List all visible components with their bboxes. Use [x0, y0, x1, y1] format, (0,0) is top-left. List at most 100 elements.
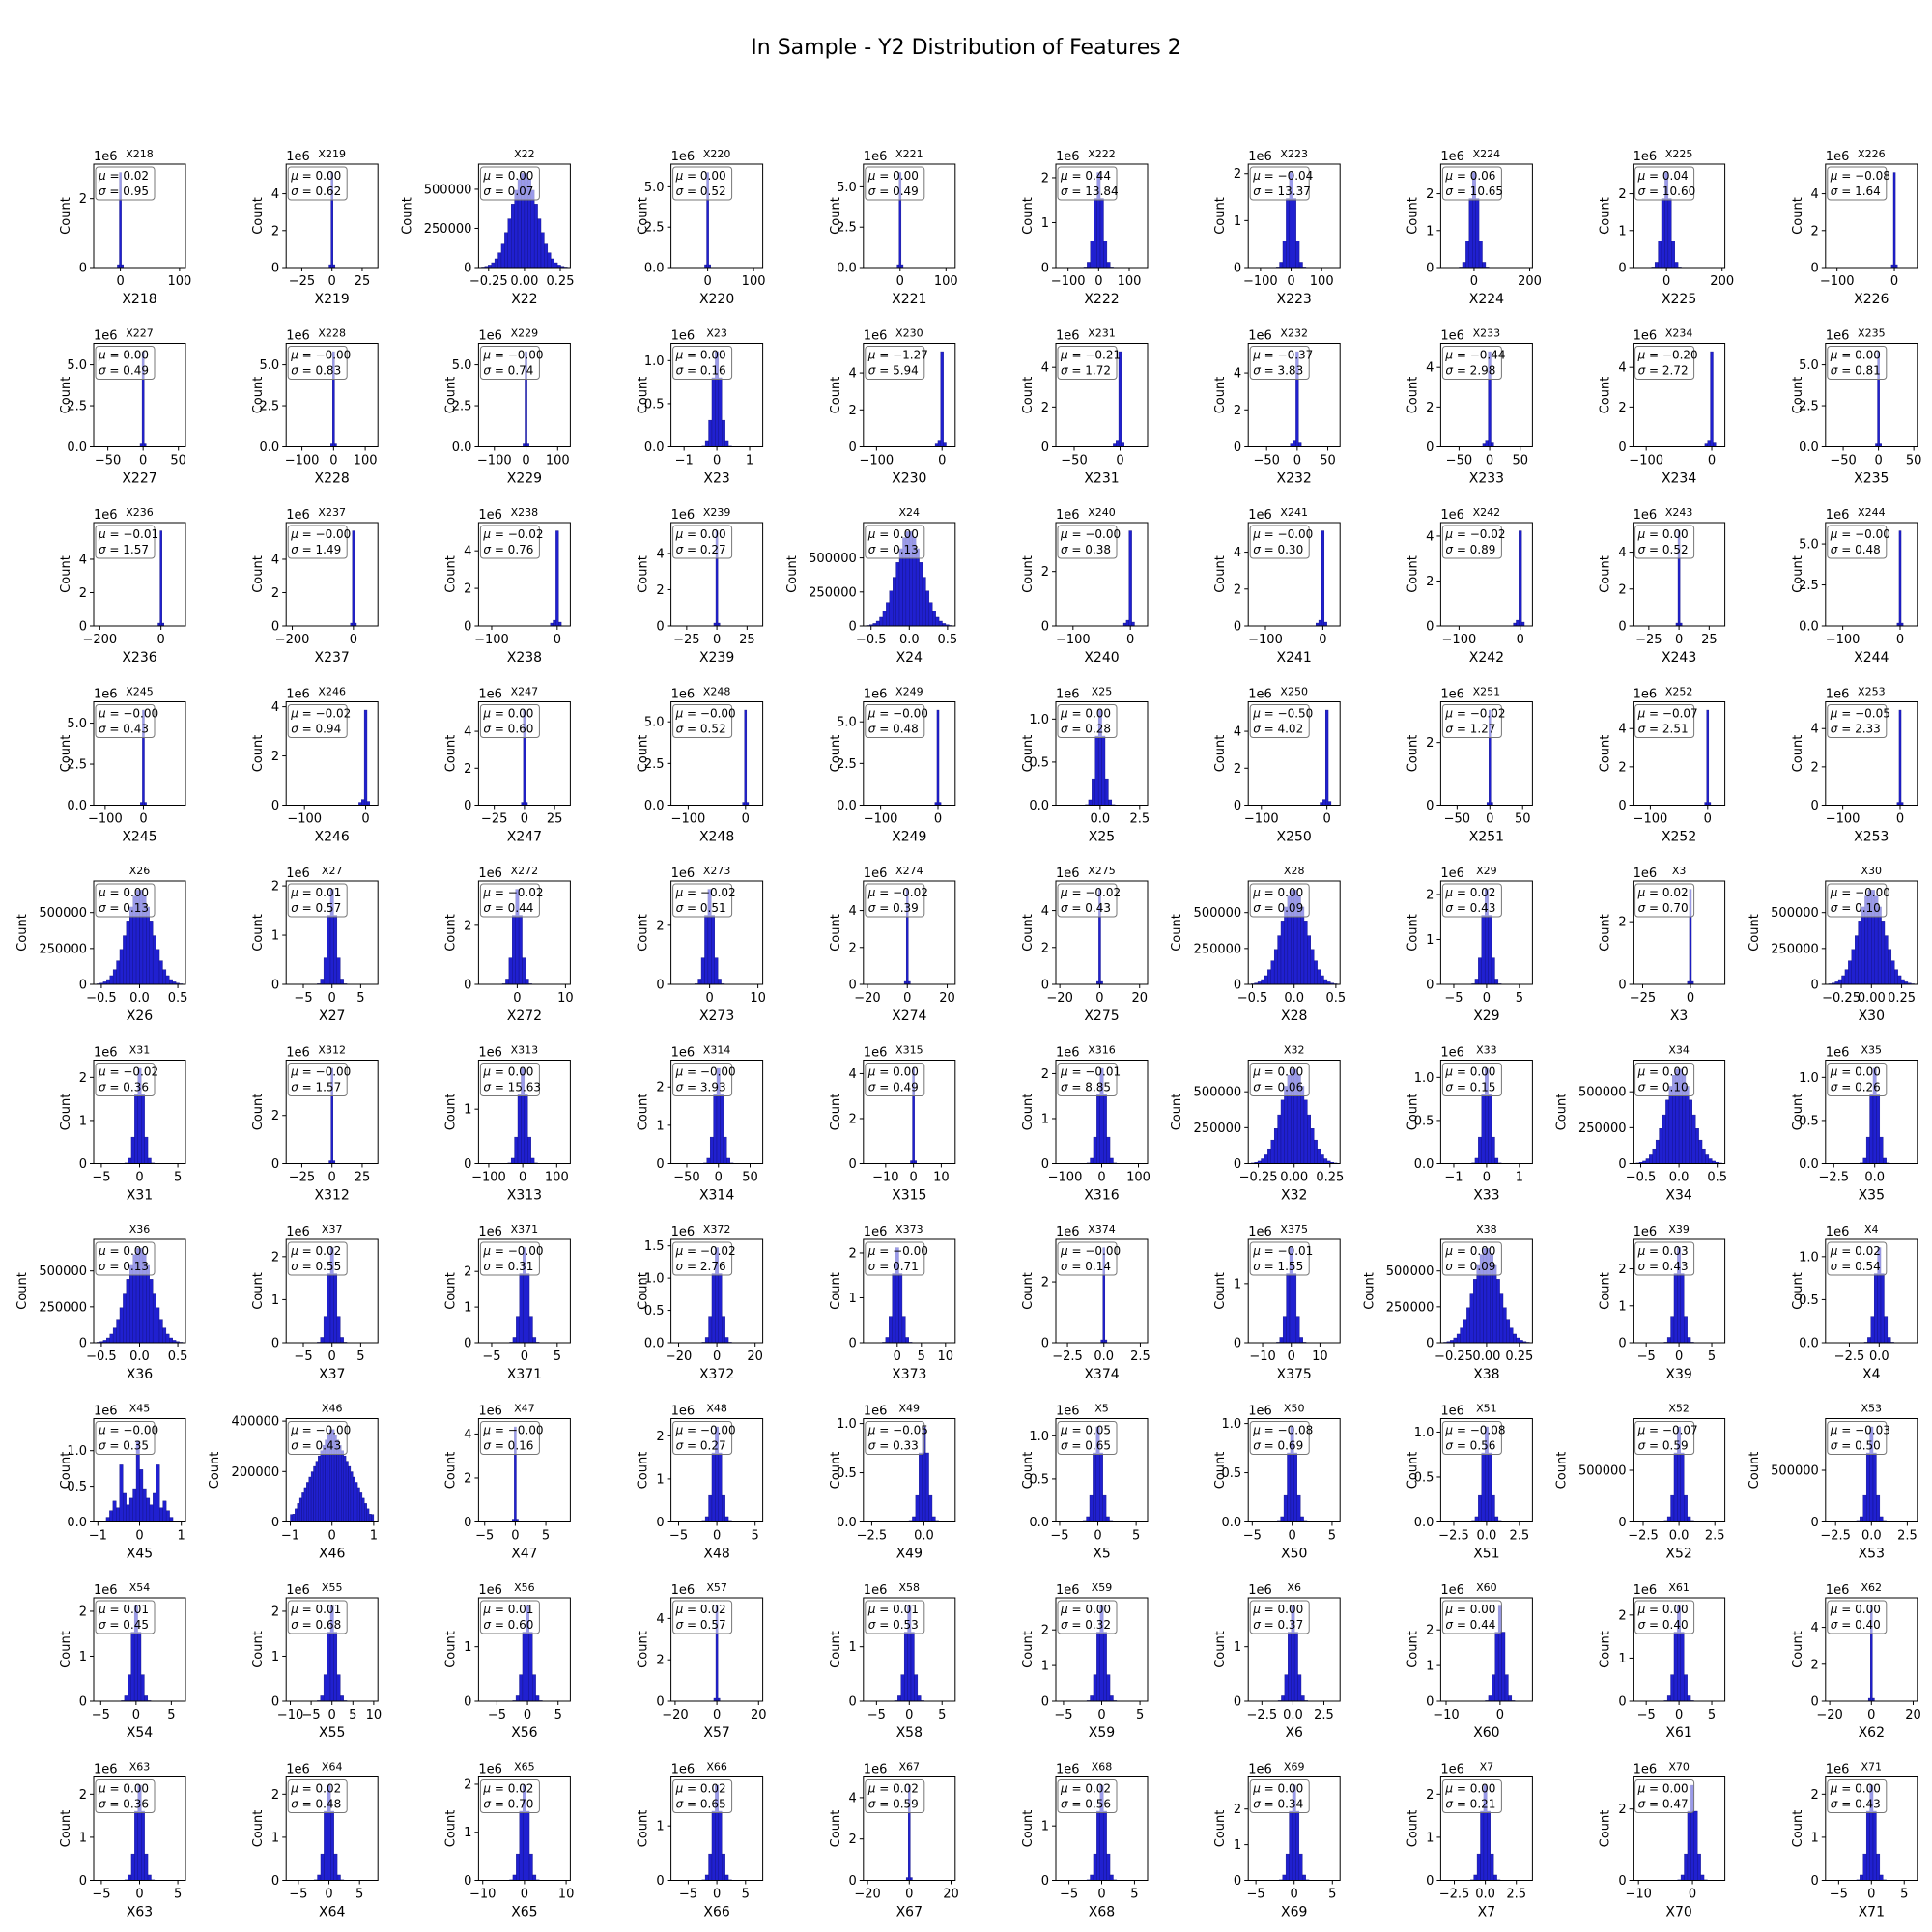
y-tick-label: 1 — [849, 1292, 857, 1306]
x-axis-label: X55 — [319, 1725, 345, 1741]
histogram-bar — [1298, 442, 1302, 447]
histogram-bar — [532, 1674, 536, 1702]
y-tick-label: 1 — [1426, 933, 1434, 948]
histogram-bar — [340, 979, 344, 985]
y-tick-label: 500000 — [1771, 1464, 1819, 1479]
y-axis-label: Count — [637, 197, 651, 235]
axes-frame — [863, 1418, 956, 1522]
histogram-bar — [1131, 621, 1135, 627]
y-multiplier-label: 1e6 — [864, 150, 888, 164]
stat-mean: μ = −0.07 — [1637, 1424, 1698, 1437]
histogram-bar — [1685, 1086, 1690, 1164]
y-tick-label: 4 — [271, 553, 279, 567]
x-tick-label: 0 — [511, 1529, 519, 1544]
axes-frame — [670, 880, 764, 985]
x-tick-label: 0 — [903, 991, 911, 1006]
y-axis-label: Count — [637, 1452, 651, 1490]
y-tick-label: 0 — [1041, 979, 1049, 993]
x-axis-label: X3 — [1670, 1009, 1689, 1024]
y-tick-label: 0.5 — [1222, 1466, 1242, 1481]
x-tick-label: −10 — [277, 1708, 303, 1722]
y-tick-label: 2 — [1234, 582, 1241, 597]
x-tick-label: 0 — [1496, 1708, 1504, 1722]
stat-std: σ = 0.38 — [1061, 543, 1111, 556]
panel-title: X60 — [1476, 1581, 1497, 1594]
x-tick-label: 2.5 — [1314, 1708, 1334, 1722]
x-tick-label: 0 — [1116, 454, 1123, 469]
histogram-bar — [1267, 969, 1271, 985]
histogram-bar — [1103, 241, 1108, 269]
y-tick-label: 0.0 — [67, 1516, 87, 1530]
stat-mean: μ = −0.00 — [98, 1424, 158, 1437]
y-tick-label: 4 — [1426, 361, 1434, 376]
y-axis-label: Count — [1791, 1272, 1805, 1310]
x-tick-label: 50 — [170, 454, 186, 469]
y-tick-label: 1.0 — [1414, 1426, 1435, 1440]
y-tick-label: 5.0 — [644, 181, 665, 195]
x-tick-label: 50 — [1512, 454, 1528, 469]
stats-box — [1441, 1421, 1502, 1455]
x-tick-label: 5 — [356, 1350, 364, 1364]
histogram-bar — [361, 1497, 365, 1522]
y-tick-label: 250000 — [1386, 1300, 1435, 1315]
y-tick-label: 2 — [464, 919, 471, 933]
histogram-bar — [910, 1632, 915, 1702]
stat-std: σ = 15.63 — [483, 1081, 541, 1094]
y-tick-label: 0 — [271, 799, 279, 813]
stat-mean: μ = 0.00 — [867, 1065, 919, 1079]
histogram-bar — [109, 1510, 114, 1522]
y-multiplier-label: 1e6 — [478, 1225, 502, 1239]
y-tick-label: 0 — [271, 1695, 279, 1710]
panel-title: X372 — [703, 1223, 731, 1236]
panel-title: X240 — [1088, 506, 1116, 519]
histogram-bar — [124, 1695, 128, 1702]
x-axis-label: X244 — [1854, 650, 1889, 666]
y-tick-label: 500000 — [1578, 1464, 1627, 1479]
histogram-bar — [527, 1136, 531, 1164]
stat-std: σ = 0.56 — [1445, 1439, 1495, 1453]
y-multiplier-label: 1e6 — [1634, 688, 1658, 702]
x-tick-label: 100 — [742, 274, 766, 289]
histogram-bar — [889, 1316, 893, 1344]
y-axis-label: Count — [1021, 197, 1036, 235]
histogram-bar — [368, 1514, 372, 1522]
histogram-bar — [123, 935, 128, 985]
axes-frame — [863, 1238, 956, 1344]
histogram-bar — [303, 1487, 307, 1522]
x-tick-label: −25 — [289, 274, 315, 289]
panel-title: X57 — [706, 1581, 727, 1594]
histogram-bar — [119, 949, 124, 985]
x-tick-label: 5 — [1328, 1529, 1336, 1544]
x-tick-label: 0 — [1094, 274, 1102, 289]
stat-mean: μ = 0.04 — [1637, 169, 1689, 183]
stat-mean: μ = −1.27 — [867, 349, 928, 362]
panel-title: X67 — [899, 1761, 921, 1774]
histogram-bar — [1310, 949, 1315, 985]
x-axis-label: X52 — [1665, 1547, 1691, 1562]
x-axis-label: X231 — [1084, 471, 1119, 487]
histogram-bar — [109, 1333, 114, 1344]
histogram-bar — [526, 1273, 530, 1344]
stat-std: σ = 0.62 — [291, 185, 341, 198]
stat-std: σ = 0.53 — [868, 1618, 919, 1632]
panel-title: X232 — [1280, 327, 1308, 340]
axes-frame — [1055, 1418, 1149, 1522]
x-tick-label: −0.5 — [1626, 1171, 1657, 1185]
x-tick-label: −0.5 — [1237, 991, 1268, 1006]
histogram-bar — [137, 1632, 142, 1702]
histogram-bar — [914, 1674, 919, 1702]
histogram-bar — [925, 590, 930, 627]
y-multiplier-label: 1e6 — [286, 1583, 310, 1598]
x-tick-label: 5 — [1136, 1708, 1144, 1722]
y-multiplier-label: 1e6 — [671, 867, 696, 881]
histogram-bar — [1093, 1853, 1097, 1881]
y-tick-label: 1 — [1234, 1277, 1241, 1292]
panel-title: X26 — [129, 865, 151, 877]
histogram-bar — [1670, 1494, 1675, 1522]
histogram-bar — [1862, 1853, 1867, 1881]
axes-frame — [1633, 163, 1726, 269]
y-tick-label: 4 — [464, 545, 471, 559]
